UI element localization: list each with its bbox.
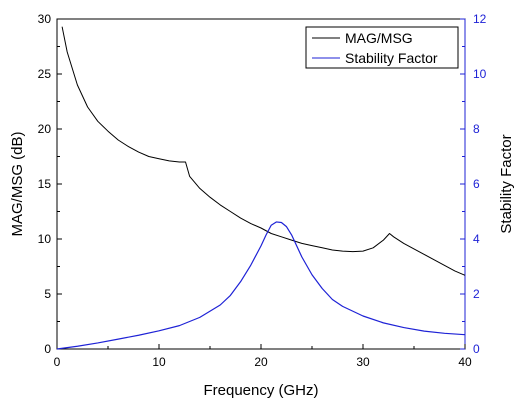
x-tick-label: 0 [54, 355, 61, 369]
left-axis-ticks: 0 5 10 15 20 25 30 [38, 12, 62, 356]
left-tick-label: 30 [38, 12, 52, 26]
x-axis-ticks: 0 10 20 30 40 [54, 344, 472, 369]
right-tick-label: 10 [473, 67, 487, 81]
x-axis-label: Frequency (GHz) [203, 382, 318, 399]
x-tick-label: 20 [254, 355, 268, 369]
x-tick-label: 40 [458, 355, 472, 369]
right-tick-label: 0 [473, 342, 480, 356]
left-tick-label: 0 [44, 342, 51, 356]
legend-label-stability-factor: Stability Factor [345, 50, 438, 66]
right-tick-label: 8 [473, 122, 480, 136]
left-tick-label: 20 [38, 122, 52, 136]
right-axis-label: Stability Factor [498, 134, 515, 233]
legend-label-mag-msg: MAG/MSG [345, 30, 413, 46]
left-tick-label: 5 [44, 287, 51, 301]
right-tick-label: 6 [473, 177, 480, 191]
left-tick-label: 10 [38, 232, 52, 246]
series-lines [56, 26, 466, 350]
series-line-mag-msg [61, 26, 466, 276]
right-tick-label: 12 [473, 12, 487, 26]
x-tick-label: 30 [356, 355, 370, 369]
left-axis-label: MAG/MSG (dB) [9, 131, 26, 236]
series-line-stability-factor [56, 221, 466, 350]
legend: MAG/MSG Stability Factor [305, 26, 459, 69]
left-tick-label: 15 [38, 177, 52, 191]
right-axis-ticks: 0 2 4 6 8 10 12 [460, 12, 487, 356]
right-tick-label: 2 [473, 287, 480, 301]
x-tick-label: 10 [152, 355, 166, 369]
legend-box [305, 26, 459, 69]
left-tick-label: 25 [38, 67, 52, 81]
right-tick-label: 4 [473, 232, 480, 246]
